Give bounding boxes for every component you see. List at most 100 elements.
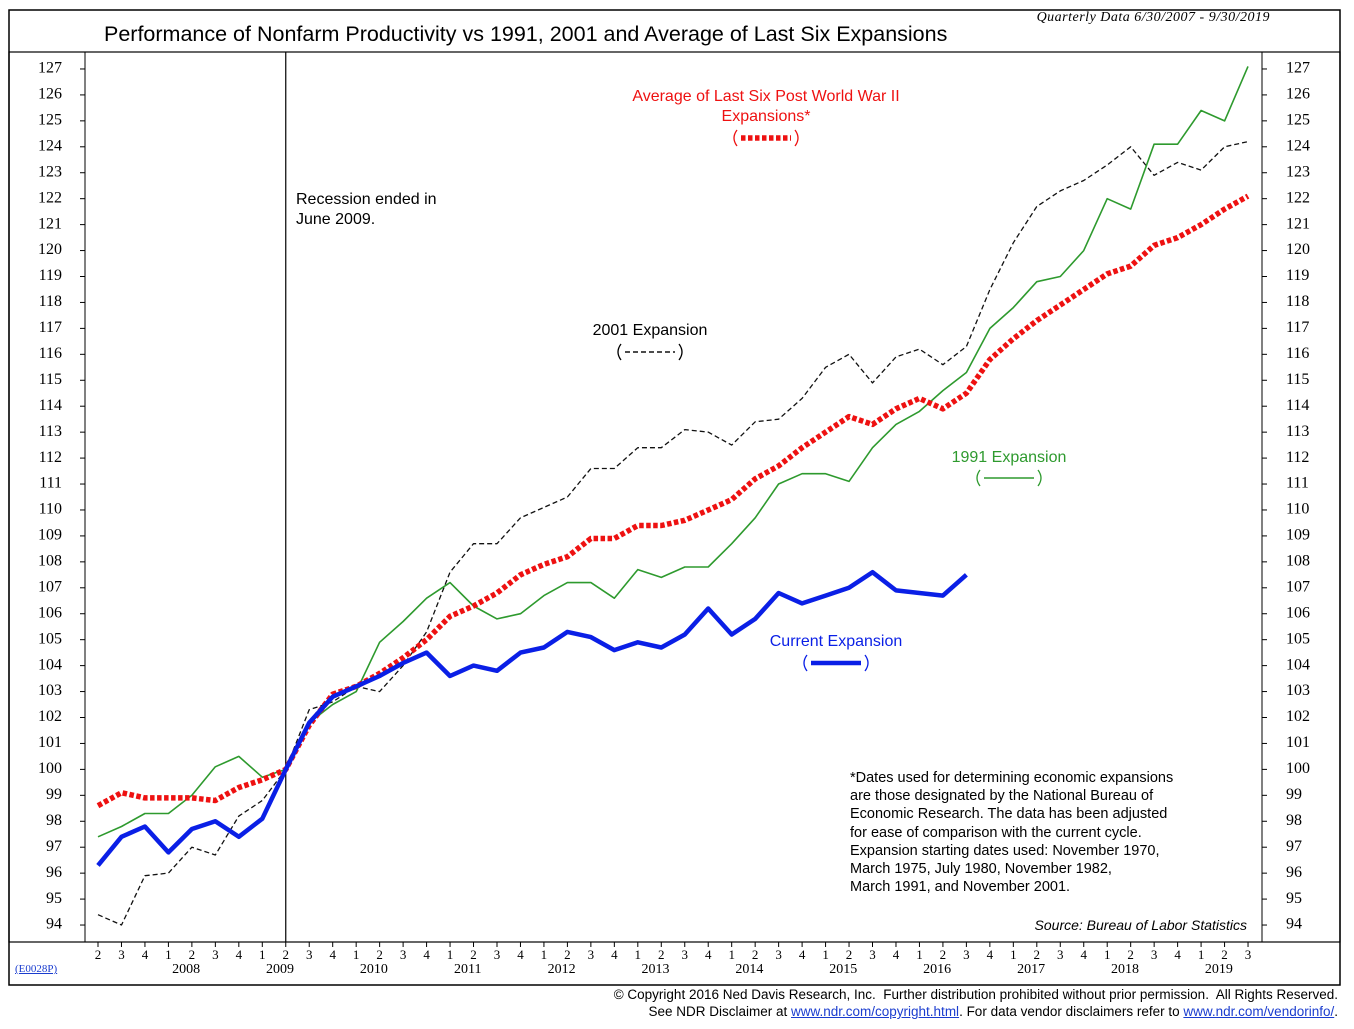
legend-paren: [803, 654, 808, 672]
y-tick-label: 97: [46, 838, 62, 855]
x-tick-label: 2: [1127, 947, 1134, 962]
x-tick-label: 3: [682, 947, 689, 962]
x-tick-label: 4: [423, 947, 430, 962]
y-tick-label: 124: [38, 137, 62, 154]
y-tick-label-right: 98: [1286, 812, 1302, 829]
year-label: 2018: [1111, 962, 1139, 977]
y-tick-label: 96: [46, 864, 62, 881]
y-tick-label: 110: [39, 501, 62, 518]
year-label: 2010: [360, 962, 388, 977]
footnote-line: for ease of comparison with the current …: [850, 824, 1142, 841]
x-tick-label: 2: [95, 947, 102, 962]
y-tick-label-right: 124: [1286, 137, 1310, 154]
year-label: 2019: [1205, 962, 1233, 977]
y-tick-label-right: 100: [1286, 760, 1310, 777]
y-tick-label: 106: [38, 604, 62, 621]
link[interactable]: www.ndr.com/vendorinfo/: [1183, 1004, 1335, 1019]
y-tick-label-right: 122: [1286, 189, 1310, 206]
x-tick-label: 2: [376, 947, 383, 962]
legend-paren: [976, 469, 981, 487]
x-tick-label: 3: [1057, 947, 1064, 962]
y-tick-label-right: 99: [1286, 786, 1302, 803]
x-tick-label: 1: [728, 947, 735, 962]
x-tick-label: 4: [236, 947, 243, 962]
x-tick-label: 2: [470, 947, 477, 962]
legend-label: Average of Last Six Post World War II Ex…: [632, 88, 900, 125]
x-tick-label: 1: [1104, 947, 1111, 962]
x-tick-label: 3: [963, 947, 970, 962]
x-tick-label: 4: [611, 947, 618, 962]
x-tick-label: 4: [142, 947, 149, 962]
x-tick-label: 4: [1080, 947, 1087, 962]
x-tick-label: 3: [775, 947, 782, 962]
x-tick-label: 1: [165, 947, 172, 962]
y-tick-label: 105: [38, 630, 62, 647]
legend-label: 2001 Expansion: [592, 322, 708, 339]
x-tick-label: 2: [189, 947, 196, 962]
y-tick-label-right: 94: [1286, 916, 1302, 933]
series-line: [97, 140, 1249, 926]
year-label: 2009: [266, 962, 294, 977]
y-tick-label-right: 109: [1286, 527, 1310, 544]
link[interactable]: www.ndr.com/copyright.html: [791, 1004, 960, 1019]
y-tick-label-right: 97: [1286, 838, 1302, 855]
x-tick-label: 3: [306, 947, 313, 962]
x-tick-label: 4: [893, 947, 900, 962]
x-tick-label: 3: [118, 947, 125, 962]
footnote: *Dates used for determining economic exp…: [850, 769, 1173, 896]
disclaimer-text: . For data vendor disclaimers refer to: [959, 1004, 1184, 1019]
x-tick-label: 4: [799, 947, 806, 962]
year-label: 2017: [1017, 962, 1045, 977]
x-tick-label: 2: [752, 947, 759, 962]
x-tick-label: 1: [916, 947, 923, 962]
year-label: 2015: [829, 962, 857, 977]
y-tick-label: 99: [46, 786, 62, 803]
y-tick-label: 122: [38, 189, 62, 206]
y-tick-label-right: 111: [1286, 475, 1309, 492]
x-tick-label: 3: [400, 947, 407, 962]
y-tick-label: 107: [38, 578, 62, 595]
y-tick-label: 120: [38, 241, 62, 258]
x-tick-label: 3: [1151, 947, 1158, 962]
y-tick-label: 112: [39, 449, 62, 466]
footnote-line: March 1975, July 1980, November 1982,: [850, 861, 1112, 878]
disclaimer-text: See NDR Disclaimer at: [648, 1004, 791, 1019]
x-tick-label: 1: [541, 947, 548, 962]
x-tick-label: 1: [1198, 947, 1205, 962]
x-tick-label: 2: [658, 947, 665, 962]
y-tick-label: 94: [46, 916, 62, 933]
y-tick-label-right: 126: [1286, 86, 1310, 103]
y-tick-label-right: 105: [1286, 630, 1310, 647]
series-line: [96, 193, 1250, 809]
subtitle: Quarterly Data 6/30/2007 - 9/30/2019: [1036, 10, 1270, 25]
footnote-line: Expansion starting dates used: November …: [850, 842, 1160, 859]
legend-paren: [864, 654, 869, 672]
legend-paren: [678, 343, 683, 361]
legend-label: 1991 Expansion: [951, 449, 1067, 466]
source: Source: Bureau of Labor Statistics: [1034, 917, 1247, 933]
x-tick-label: 4: [329, 947, 336, 962]
x-tick-label: 1: [1010, 947, 1017, 962]
x-tick-label: 1: [259, 947, 266, 962]
disclaimer: See NDR Disclaimer at www.ndr.com/copyri…: [648, 1004, 1338, 1019]
year-label: 2012: [548, 962, 576, 977]
x-tick-label: 2: [940, 947, 947, 962]
legend-paren: [617, 343, 622, 361]
y-tick-label: 103: [38, 682, 62, 699]
y-tick-label: 118: [39, 293, 62, 310]
y-tick-label-right: 119: [1286, 267, 1309, 284]
footnote-line: Economic Research. The data has been adj…: [850, 806, 1168, 823]
y-tick-label-right: 125: [1286, 112, 1310, 129]
x-tick-label: 1: [635, 947, 642, 962]
y-tick-label-right: 103: [1286, 682, 1310, 699]
y-tick-label-right: 102: [1286, 708, 1310, 725]
y-tick-label-right: 95: [1286, 890, 1302, 907]
annotation: Recession ended in June 2009.: [296, 191, 437, 228]
y-tick-label-right: 121: [1286, 215, 1310, 232]
legend-label: Current Expansion: [769, 633, 903, 650]
y-tick-label: 115: [39, 371, 62, 388]
y-tick-label: 127: [38, 60, 62, 77]
chart-code: (E0028P): [15, 963, 58, 975]
footnote-line: March 1991, and November 2001.: [850, 879, 1071, 896]
